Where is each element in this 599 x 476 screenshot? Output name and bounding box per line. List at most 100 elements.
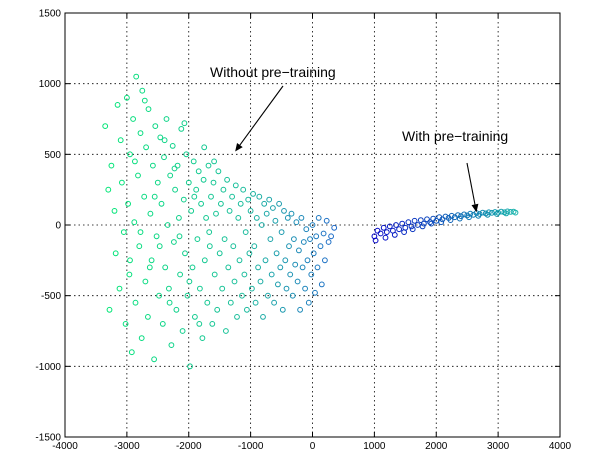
- data-point-without: [133, 73, 140, 80]
- data-point-without: [174, 162, 181, 169]
- data-point-without: [249, 285, 255, 292]
- x-tick-label: -2000: [176, 441, 202, 452]
- data-point-without: [267, 236, 274, 243]
- grid: [65, 13, 560, 437]
- data-point-with: [380, 224, 387, 231]
- data-point-without: [161, 154, 167, 161]
- data-point-without: [126, 271, 133, 278]
- data-point-without: [184, 292, 191, 299]
- data-point-without: [199, 335, 206, 342]
- data-point-without: [218, 200, 224, 207]
- data-point-with: [438, 219, 445, 226]
- data-point-without: [235, 215, 242, 221]
- data-point-without: [304, 257, 311, 264]
- data-point-without: [253, 215, 260, 221]
- data-point-without: [190, 158, 197, 165]
- data-point-without: [143, 144, 150, 151]
- x-tick-label: -4000: [52, 441, 78, 452]
- data-point-without: [308, 271, 315, 278]
- data-point-without: [234, 314, 240, 320]
- data-point-without: [194, 236, 201, 243]
- data-point-without: [298, 215, 305, 221]
- data-point-without: [241, 271, 248, 278]
- data-point-without: [153, 233, 160, 240]
- data-point-without: [111, 208, 118, 214]
- data-point-without: [141, 193, 148, 200]
- data-point-without: [328, 233, 335, 240]
- data-point-with: [396, 226, 403, 233]
- annotation-with-pretraining: With pre−training: [402, 128, 508, 213]
- scatter-points: [102, 73, 519, 370]
- data-point-with: [427, 219, 434, 226]
- data-point-without: [307, 236, 313, 243]
- data-point-without: [289, 292, 296, 299]
- data-point-without: [302, 285, 309, 292]
- x-tick-label: 1000: [363, 441, 386, 452]
- data-point-without: [128, 349, 135, 356]
- data-point-with: [372, 237, 379, 244]
- data-point-without: [182, 250, 188, 257]
- data-point-without: [156, 243, 163, 250]
- data-point-with: [447, 217, 454, 224]
- data-point-without: [260, 314, 266, 320]
- data-point-without: [135, 172, 141, 179]
- data-point-without: [268, 271, 275, 278]
- y-tick-label: -1500: [35, 433, 61, 444]
- data-point-without: [187, 363, 193, 370]
- data-point-without: [200, 176, 207, 183]
- data-point-without: [305, 299, 312, 306]
- data-point-without: [220, 186, 227, 193]
- data-point-without: [163, 116, 170, 122]
- annotation-label-with: With pre−training: [402, 128, 508, 144]
- data-point-without: [239, 292, 245, 299]
- data-point-without: [201, 257, 208, 264]
- data-point-without: [318, 281, 325, 288]
- data-point-without: [216, 250, 223, 257]
- data-point-without: [124, 94, 130, 101]
- data-point-without: [191, 193, 198, 200]
- data-point-without: [176, 233, 183, 240]
- data-point-without: [242, 229, 249, 236]
- data-point-with: [484, 211, 491, 218]
- data-point-without: [284, 215, 291, 221]
- annotation-arrowhead-without: [235, 142, 243, 152]
- data-point-without: [197, 285, 203, 292]
- data-point-without: [315, 215, 322, 221]
- data-point-without: [181, 120, 188, 127]
- data-point-without: [158, 200, 165, 207]
- data-point-without: [171, 165, 178, 172]
- data-point-without: [145, 314, 151, 320]
- data-point-without: [176, 215, 182, 221]
- data-point-without: [179, 328, 186, 334]
- data-point-without: [198, 200, 205, 207]
- data-point-without: [152, 123, 159, 129]
- data-point-without: [299, 264, 306, 271]
- data-point-without: [250, 191, 257, 197]
- data-point-with: [428, 220, 435, 227]
- data-point-without: [240, 186, 247, 193]
- data-point-without: [277, 264, 284, 271]
- data-point-without: [125, 200, 132, 207]
- data-point-without: [132, 158, 138, 165]
- data-point-with: [409, 226, 416, 233]
- data-point-without: [262, 257, 269, 264]
- data-point-without: [245, 196, 252, 203]
- data-point-without: [325, 239, 332, 245]
- annotation-arrowhead-with: [471, 203, 479, 213]
- data-point-without: [275, 281, 281, 288]
- data-point-with: [386, 223, 393, 230]
- data-point-without: [331, 224, 338, 231]
- data-point-without: [296, 247, 302, 254]
- data-point-without: [147, 210, 154, 217]
- x-tick-label: 3000: [487, 441, 510, 452]
- data-point-without: [108, 162, 115, 169]
- data-point-with: [461, 211, 468, 218]
- data-point-without: [195, 168, 202, 175]
- data-point-without: [203, 215, 210, 221]
- data-point-without: [178, 125, 185, 132]
- data-point-without: [322, 257, 328, 264]
- data-point-without: [258, 222, 265, 228]
- data-point-without: [214, 306, 221, 313]
- data-point-with: [467, 210, 474, 217]
- y-tick-label: 500: [44, 150, 61, 161]
